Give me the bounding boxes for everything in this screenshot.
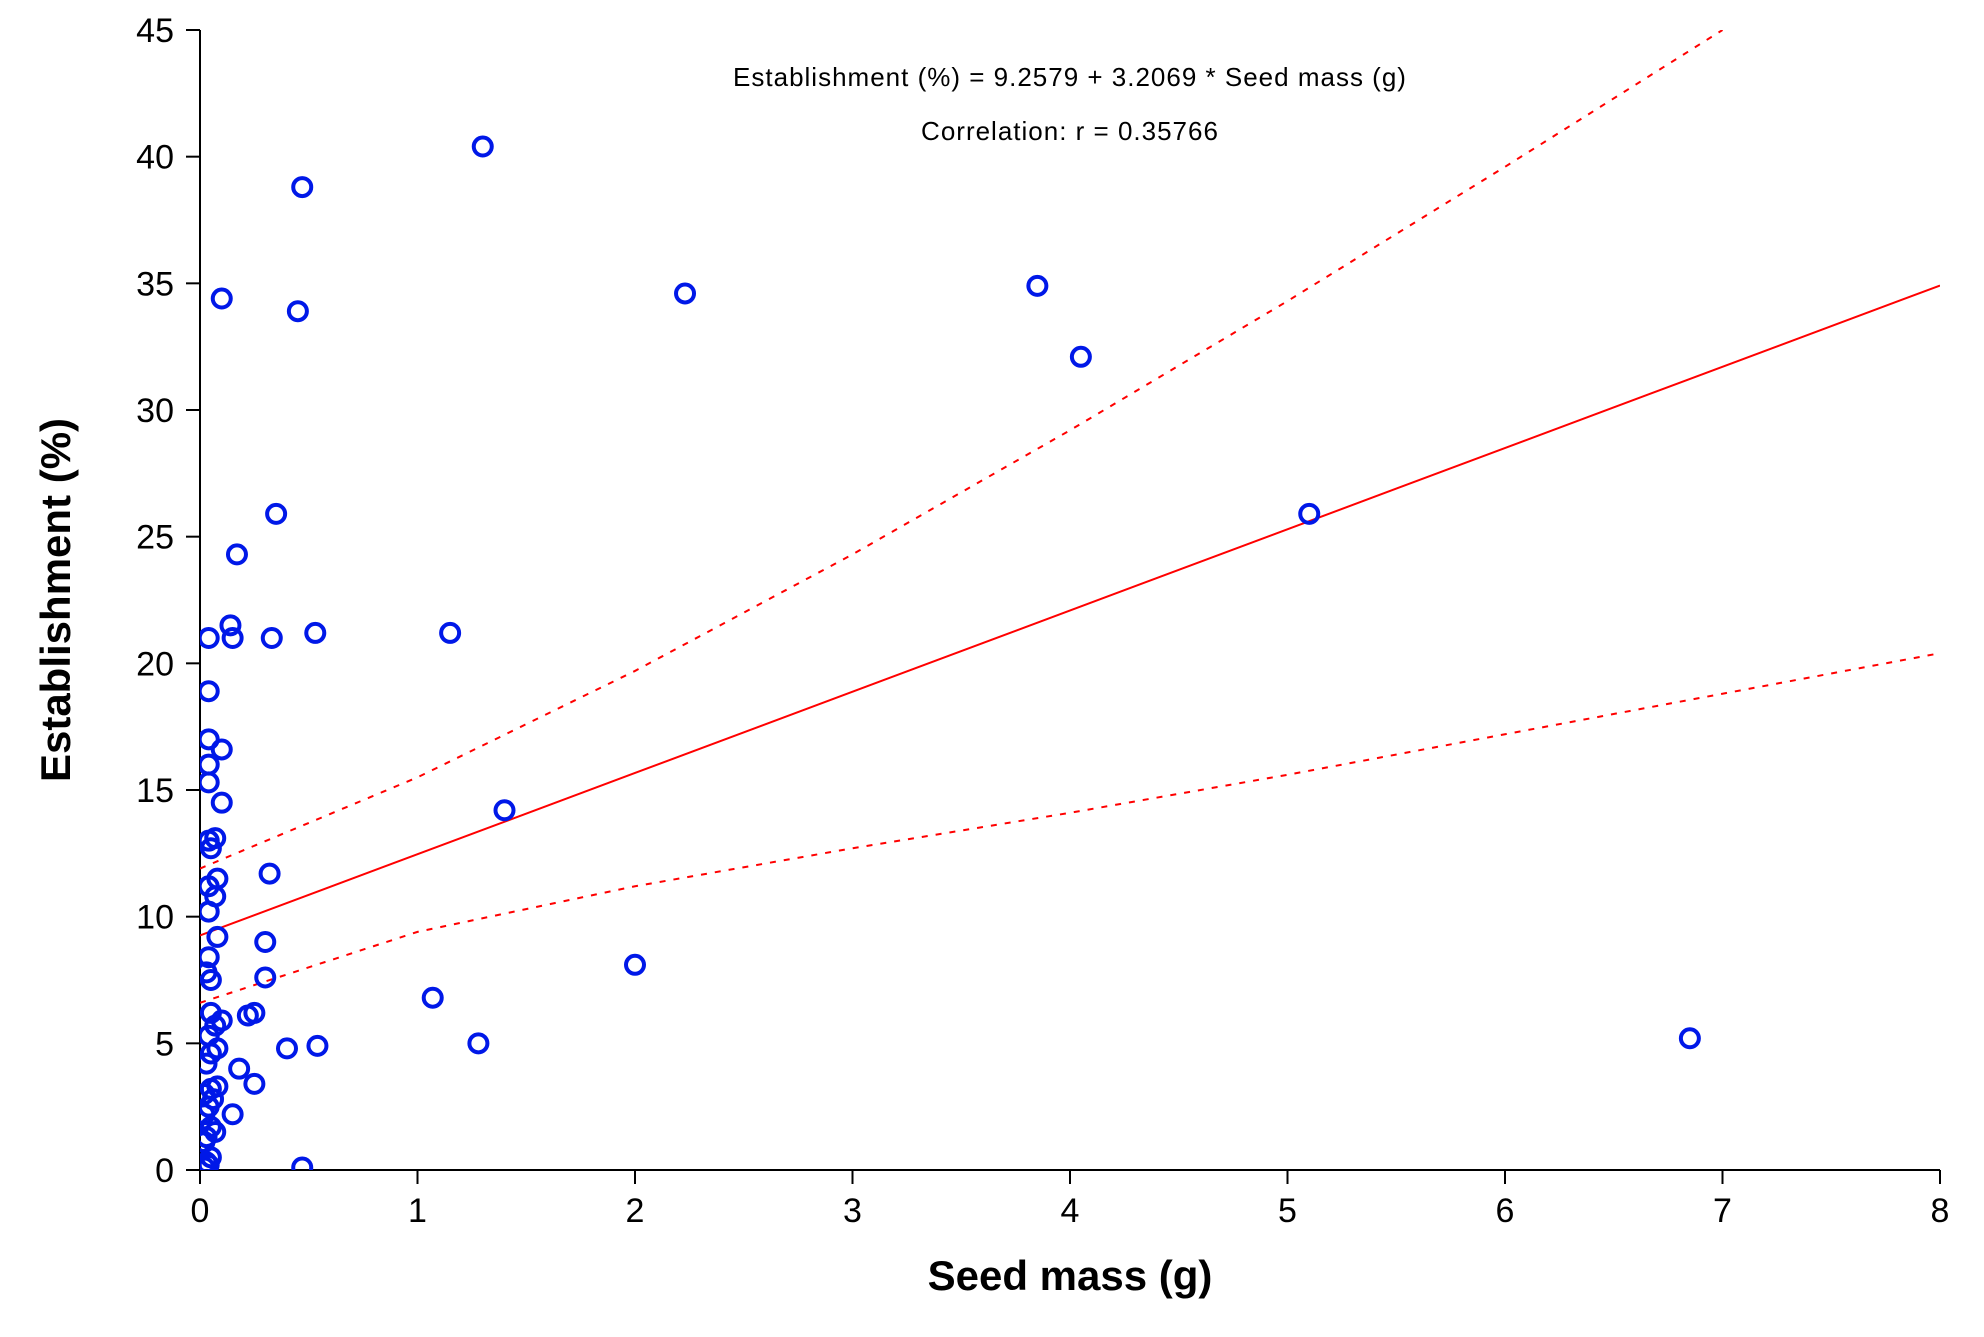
x-tick-label: 0 — [191, 1192, 210, 1230]
x-tick-label: 7 — [1713, 1192, 1732, 1230]
x-tick-label: 5 — [1278, 1192, 1297, 1230]
y-tick-label: 35 — [136, 265, 174, 303]
x-tick-label: 4 — [1061, 1192, 1080, 1230]
y-tick-label: 45 — [136, 12, 174, 50]
equation-annotation: Establishment (%) = 9.2579 + 3.2069 * Se… — [733, 62, 1407, 92]
x-tick-label: 3 — [843, 1192, 862, 1230]
y-tick-label: 20 — [136, 645, 174, 683]
y-tick-label: 30 — [136, 392, 174, 430]
y-tick-label: 40 — [136, 139, 174, 177]
y-tick-label: 0 — [155, 1152, 174, 1190]
chart-svg: 012345678051015202530354045Seed mass (g)… — [0, 0, 1984, 1337]
y-tick-label: 10 — [136, 899, 174, 937]
x-tick-label: 2 — [626, 1192, 645, 1230]
y-tick-label: 25 — [136, 519, 174, 557]
x-tick-label: 8 — [1931, 1192, 1950, 1230]
y-tick-label: 5 — [155, 1025, 174, 1063]
correlation-annotation: Correlation: r = 0.35766 — [921, 116, 1219, 146]
y-tick-label: 15 — [136, 772, 174, 810]
x-tick-label: 6 — [1496, 1192, 1515, 1230]
x-tick-label: 1 — [408, 1192, 427, 1230]
x-axis-label: Seed mass (g) — [928, 1252, 1213, 1299]
y-axis-label: Establishment (%) — [32, 418, 79, 782]
chart-bg — [0, 0, 1984, 1337]
scatter-chart: 012345678051015202530354045Seed mass (g)… — [0, 0, 1984, 1337]
